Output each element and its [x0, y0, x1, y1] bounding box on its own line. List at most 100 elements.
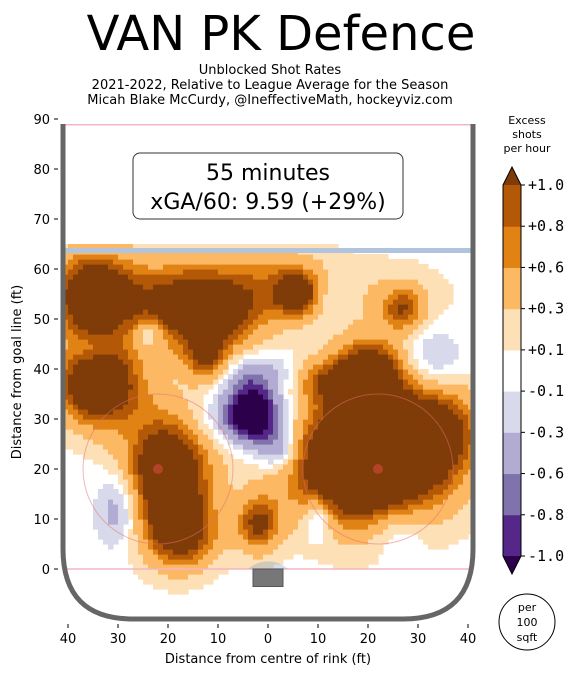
heatmap-cell [338, 269, 344, 275]
heatmap-cell [273, 279, 279, 285]
heatmap-cell [188, 579, 194, 585]
heatmap-cell [243, 439, 249, 445]
heatmap-cell [313, 279, 319, 285]
heatmap-cell [433, 529, 439, 535]
heatmap-cell [308, 269, 314, 275]
heatmap-cell [203, 539, 209, 545]
heatmap-cell [148, 334, 154, 340]
heatmap-cell [288, 529, 294, 535]
heatmap-cell [203, 499, 209, 505]
heatmap-cell [388, 324, 394, 330]
heatmap-cell [108, 489, 114, 495]
heatmap-cell [433, 409, 439, 415]
heatmap-cell [418, 479, 424, 485]
heatmap-cell [413, 269, 419, 275]
heatmap-cell [358, 544, 364, 550]
heatmap-cell [123, 269, 129, 275]
heatmap-cell [63, 429, 69, 435]
heatmap-cell [328, 559, 334, 565]
heatmap-cell [303, 479, 309, 485]
heatmap-cell [298, 474, 304, 480]
heatmap-cell [268, 329, 274, 335]
heatmap-cell [198, 289, 204, 295]
heatmap-cell [128, 279, 134, 285]
heatmap-cell [98, 334, 104, 340]
heatmap-cell [103, 324, 109, 330]
heatmap-cell [348, 444, 354, 450]
heatmap-cell [388, 284, 394, 290]
heatmap-cell [338, 554, 344, 560]
heatmap-cell [408, 524, 414, 530]
heatmap-cell [313, 319, 319, 325]
heatmap-cell [188, 474, 194, 480]
heatmap-cell [373, 319, 379, 325]
heatmap-cell [388, 289, 394, 295]
heatmap-cell [128, 404, 134, 410]
heatmap-cell [288, 509, 294, 515]
heatmap-cell [158, 354, 164, 360]
heatmap-cell [98, 459, 104, 465]
heatmap-cell [373, 369, 379, 375]
heatmap-cell [188, 564, 194, 570]
heatmap-cell [403, 459, 409, 465]
heatmap-cell [383, 439, 389, 445]
heatmap-cell [228, 334, 234, 340]
heatmap-cell [103, 484, 109, 490]
heatmap-cell [258, 334, 264, 340]
heatmap-cell [228, 299, 234, 305]
heatmap-cell [133, 479, 139, 485]
heatmap-cell [228, 289, 234, 295]
heatmap-cell [188, 469, 194, 475]
heatmap-cell [378, 539, 384, 545]
heatmap-cell [423, 424, 429, 430]
heatmap-cell [188, 364, 194, 370]
heatmap-cell [218, 394, 224, 400]
heatmap-cell [148, 484, 154, 490]
heatmap-cell [413, 274, 419, 280]
heatmap-cell [273, 474, 279, 480]
heatmap-cell [218, 464, 224, 470]
heatmap-cell [423, 494, 429, 500]
heatmap-cell [238, 254, 244, 260]
heatmap-cell [268, 264, 274, 270]
heatmap-cell [158, 344, 164, 350]
heatmap-cell [273, 299, 279, 305]
heatmap-cell [158, 394, 164, 400]
heatmap-cell [143, 264, 149, 270]
heatmap-cell [193, 469, 199, 475]
heatmap-cell [428, 394, 434, 400]
heatmap-cell [138, 454, 144, 460]
heatmap-cell [158, 284, 164, 290]
heatmap-cell [133, 399, 139, 405]
heatmap-cell [298, 524, 304, 530]
heatmap-cell [203, 279, 209, 285]
heatmap-cell [118, 469, 124, 475]
y-tick-label: 70 [33, 213, 50, 228]
heatmap-cell [298, 374, 304, 380]
heatmap-cell [128, 269, 134, 275]
heatmap-cell [233, 554, 239, 560]
heatmap-cell [113, 274, 119, 280]
heatmap-cell [178, 549, 184, 555]
heatmap-cell [248, 379, 254, 385]
heatmap-cell [73, 334, 79, 340]
heatmap-cell [328, 259, 334, 265]
heatmap-cell [338, 304, 344, 310]
heatmap-cell [238, 464, 244, 470]
heatmap-cell [83, 454, 89, 460]
heatmap-cell [408, 459, 414, 465]
heatmap-cell [183, 474, 189, 480]
heatmap-cell [423, 519, 429, 525]
heatmap-cell [398, 414, 404, 420]
heatmap-cell [113, 279, 119, 285]
heatmap-cell [148, 354, 154, 360]
heatmap-cell [398, 279, 404, 285]
heatmap-cell [83, 354, 89, 360]
heatmap-cell [413, 394, 419, 400]
heatmap-cell [138, 319, 144, 325]
heatmap-cell [73, 409, 79, 415]
heatmap-cell [173, 514, 179, 520]
heatmap-cell [383, 314, 389, 320]
heatmap-cell [128, 349, 134, 355]
heatmap-cell [218, 474, 224, 480]
